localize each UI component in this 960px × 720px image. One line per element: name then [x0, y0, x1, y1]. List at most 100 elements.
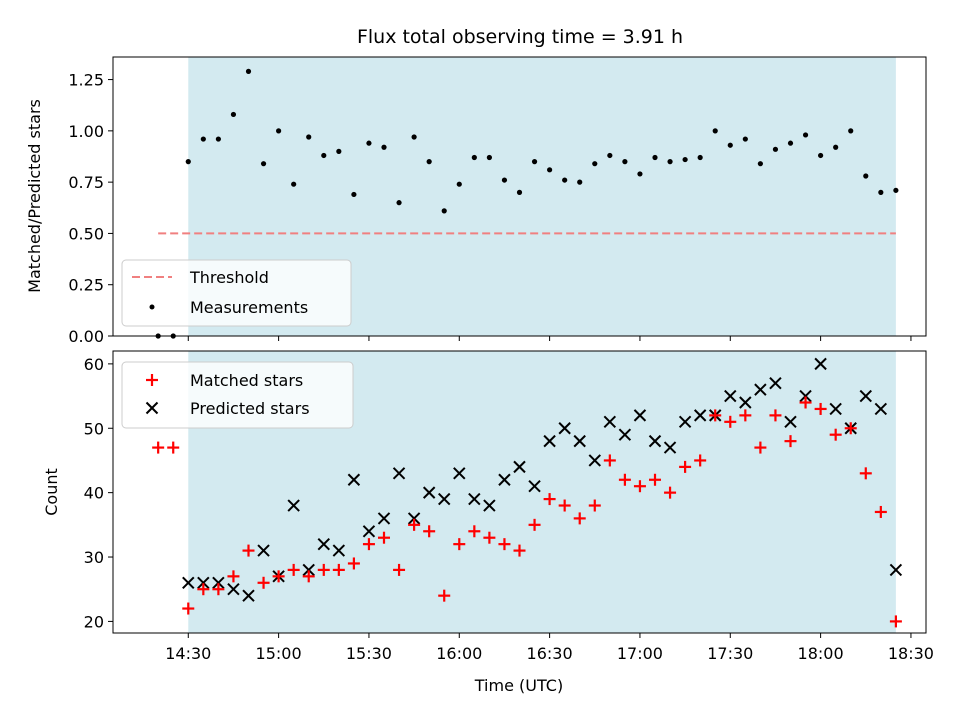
matched-point	[588, 499, 601, 512]
x-axis-label: Time (UTC)	[474, 676, 563, 695]
bottom-panel: 20 30 40 50 60 14:30 15:00 15:30 16:00 16:30 17:0…	[42, 350, 934, 695]
measurement-point	[306, 134, 312, 140]
predicted-point	[302, 563, 315, 577]
measurement-point	[531, 159, 538, 165]
predicted-point	[392, 467, 406, 480]
matched-point	[649, 473, 661, 486]
matched-point	[558, 499, 571, 512]
matched-point	[603, 454, 616, 467]
measurement-point	[381, 144, 387, 150]
measurement-point	[742, 136, 748, 142]
predicted-point	[242, 589, 255, 602]
predicted-point	[874, 402, 888, 416]
predicted-point	[513, 460, 526, 474]
measurement-point	[336, 148, 342, 154]
predicted-point	[377, 512, 391, 525]
predicted-point	[814, 357, 827, 371]
bottom-y-tick-label: 30	[84, 548, 104, 567]
predicted-point	[362, 525, 376, 538]
chart-title: Flux total observing time = 3.91 h	[357, 26, 683, 48]
bottom-legend: Matched stars Predicted stars	[121, 361, 354, 429]
measurement-point	[321, 152, 327, 159]
bottom-x-ticks: 14:30 15:00 15:30 16:00 16:30 17:00 17:30 18:00…	[165, 633, 934, 663]
matched-point	[709, 409, 722, 422]
matched-point	[694, 454, 707, 467]
measurements-points	[155, 68, 899, 339]
matched-point	[272, 570, 285, 583]
measurement-point	[245, 68, 252, 74]
matched-point	[874, 505, 887, 518]
matched-point	[423, 525, 436, 538]
matched-point	[302, 570, 315, 583]
predicted-point	[558, 422, 571, 435]
matched-point	[393, 563, 406, 576]
bottom-y-tick-label: 60	[84, 355, 104, 374]
measurement-point	[607, 152, 613, 159]
measurement-point	[818, 152, 824, 159]
matched-point	[197, 583, 210, 596]
measurement-point	[486, 154, 492, 161]
measurement-point	[562, 177, 568, 183]
predicted-point	[543, 434, 556, 448]
measurement-point	[547, 167, 553, 173]
matched-point	[152, 441, 165, 454]
measurement-point	[411, 134, 417, 140]
predicted-point	[829, 402, 842, 416]
predicted-points	[182, 357, 903, 602]
x-tick-label: 18:00	[798, 644, 844, 663]
predicted-point	[422, 486, 436, 499]
predicted-point	[754, 383, 767, 396]
top-plot-frame	[112, 56, 927, 337]
measurement-point	[351, 191, 357, 198]
legend-matched-swatch	[146, 374, 158, 386]
measurement-point	[577, 179, 583, 185]
top-y-tick-label: 0.00	[68, 327, 104, 346]
matched-point	[438, 589, 451, 602]
measurement-point	[215, 136, 221, 142]
measurement-point	[396, 200, 402, 206]
measurement-point	[712, 128, 718, 134]
bottom-y-tick-label: 40	[84, 484, 104, 503]
measurement-point	[426, 159, 432, 165]
top-legend-box	[121, 259, 352, 327]
top-y-ticks: 0.00 0.25 0.50 0.75 1.00 1.25	[68, 71, 113, 346]
measurement-point	[456, 181, 462, 187]
matched-point	[257, 576, 270, 589]
measurement-point	[863, 173, 869, 179]
predicted-point	[498, 473, 511, 486]
predicted-point	[603, 415, 617, 429]
matched-point	[814, 402, 827, 415]
legend-matched-label: Matched stars	[190, 371, 303, 390]
matched-point	[543, 493, 556, 506]
predicted-point	[724, 389, 737, 403]
x-tick-label: 16:00	[436, 644, 482, 663]
matched-point	[408, 518, 421, 531]
predicted-point	[663, 441, 677, 454]
matched-point	[317, 563, 330, 576]
matched-point	[332, 563, 345, 576]
measurement-point	[652, 154, 658, 161]
matched-point	[468, 525, 481, 538]
matched-point	[633, 480, 646, 493]
predicted-point	[453, 467, 466, 480]
x-tick-label: 17:30	[707, 644, 753, 663]
measurement-point	[637, 171, 643, 177]
matched-point	[739, 409, 752, 422]
matched-point	[182, 602, 195, 615]
measurement-point	[848, 128, 854, 134]
predicted-point	[483, 499, 496, 512]
bottom-plot-frame	[112, 350, 927, 634]
predicted-point	[588, 454, 601, 467]
matched-point	[724, 415, 737, 428]
measurement-point	[366, 140, 372, 146]
predicted-point	[648, 434, 662, 448]
measurement-point	[230, 111, 237, 118]
bottom-y-tick-label: 20	[84, 612, 104, 631]
predicted-point	[618, 428, 632, 441]
top-panel: 0.00 0.25 0.50 0.75 1.00 1.25 Matched/Predict…	[25, 56, 927, 346]
predicted-point	[528, 479, 541, 493]
predicted-point	[227, 583, 240, 596]
measurement-point	[622, 159, 628, 165]
matched-point	[242, 544, 255, 557]
